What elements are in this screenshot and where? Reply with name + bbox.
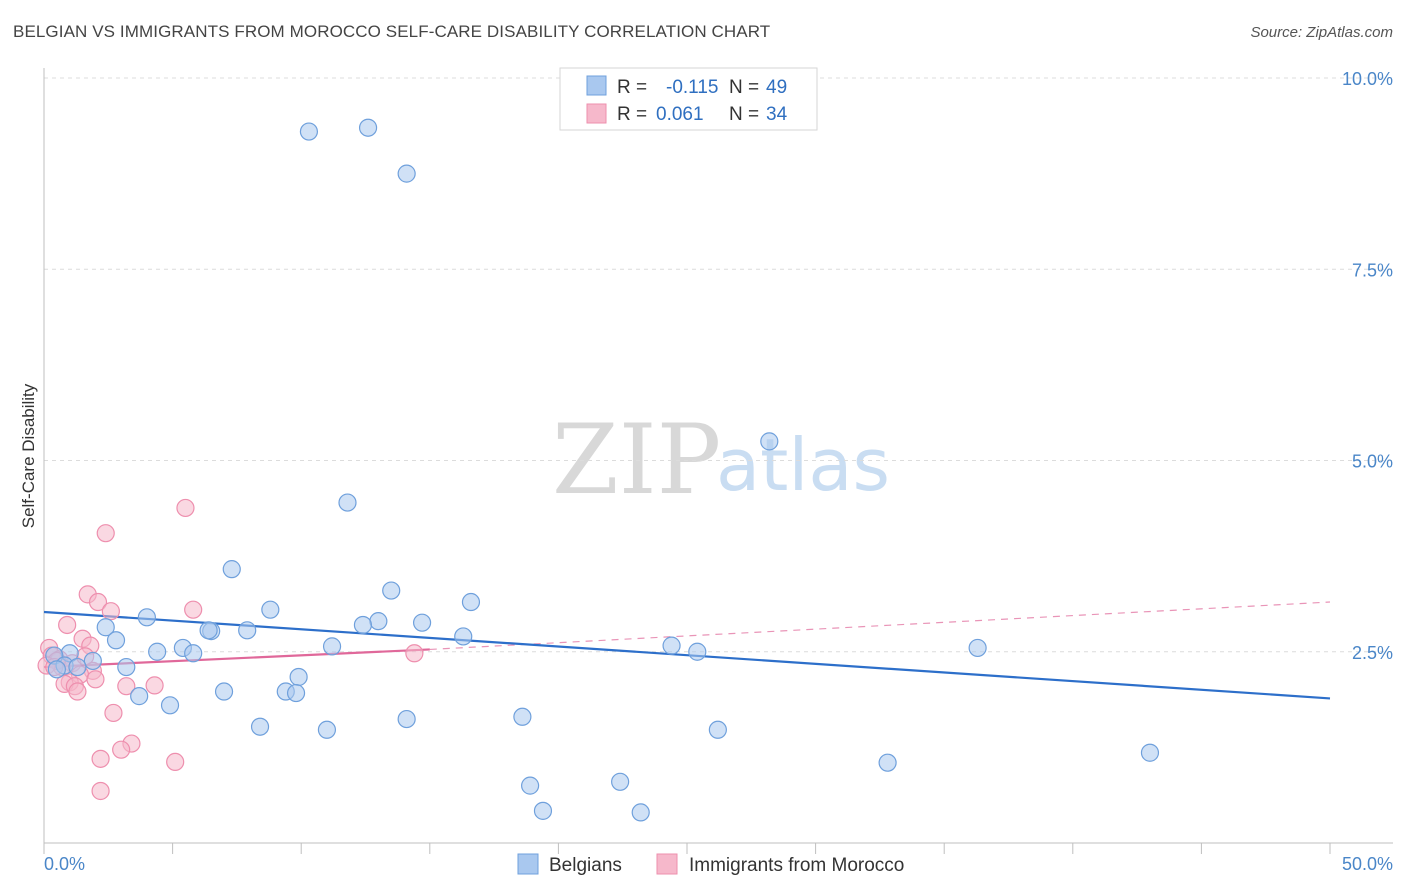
morocco-n-label: N = [729,104,759,125]
belgian-point [299,122,319,141]
morocco-point [405,644,424,663]
morocco-swatch [586,103,607,124]
belgian-r-value: -0.115 [666,77,718,98]
belgian-point [688,642,707,661]
morocco-n-value: 34 [766,104,788,125]
watermark-atlas: atlas [716,423,890,507]
series-legend: Belgians Immigrants from Morocco [517,853,904,876]
belgian-point [137,608,156,627]
belgian-point [322,637,342,656]
belgian-point [358,118,378,137]
belgian-point [106,631,126,650]
morocco-point [184,600,203,619]
y-tick-label: 2.5% [1352,643,1393,663]
morocco-point [68,682,87,701]
belgian-point [47,660,66,679]
belgian-n-label: N = [729,77,759,98]
belgian-point [353,615,373,635]
x-tick-label-max: 50.0% [1342,854,1393,874]
belgian-point [454,627,473,646]
morocco-point [166,752,185,772]
chart-title: BELGIAN VS IMMIGRANTS FROM MOROCCO SELF-… [13,22,771,41]
axes [43,68,1393,854]
morocco-point [104,703,123,723]
morocco-r-value: 0.061 [656,104,704,125]
morocco-trend-extension [429,601,1331,651]
belgian-point [461,592,481,612]
belgian-point [338,493,357,512]
morocco-point [58,615,77,635]
belgian-point [286,683,306,703]
morocco-points [37,498,424,801]
belgian-trend-line [43,610,1331,700]
belgian-point [1140,743,1160,762]
x-tick-label-min: 0.0% [44,854,85,874]
belgian-r-label: R = [617,77,647,98]
y-tick-label: 5.0% [1352,452,1393,472]
source-credit: Source: ZipAtlas.com [1250,24,1393,41]
belgian-points [45,118,1160,822]
belgian-point [878,753,897,772]
belgian-point [96,618,115,637]
belgian-point [238,621,257,640]
belgian-point [397,709,416,729]
belgian-point [760,432,779,451]
belgian-point [533,801,553,820]
stats-legend: R = -0.115 N = 49 R = 0.061 N = 34 [559,67,818,131]
morocco-point [91,781,110,801]
belgian-point [631,803,650,822]
legend-belgians-swatch [517,853,539,875]
belgian-point [160,696,180,715]
belgian-point [148,642,167,661]
morocco-point [112,740,131,759]
belgian-n-value: 49 [766,77,787,98]
belgian-point [199,621,218,640]
belgian-point [521,776,540,795]
morocco-point [145,676,164,695]
belgian-point [130,687,149,706]
morocco-point [96,524,115,543]
belgian-point [250,717,270,736]
belgian-point [214,682,234,701]
belgian-point [513,707,532,726]
belgian-point [184,644,203,663]
morocco-point [101,602,120,621]
belgian-swatch [586,75,607,96]
morocco-point [88,592,108,612]
legend-morocco-swatch [656,853,678,875]
belgian-point [382,581,401,600]
belgian-point [611,772,630,791]
morocco-point [86,670,105,689]
morocco-point [176,498,195,518]
morocco-point [91,749,110,768]
y-tick-label: 10.0% [1342,69,1393,89]
belgian-point [117,657,136,677]
belgian-point [68,657,87,677]
belgian-point [83,651,102,671]
belgian-point [662,636,681,655]
belgian-point [968,638,987,658]
y-axis-title: Self-Care Disability [19,383,38,528]
belgian-point [289,667,308,687]
legend-morocco-label: Immigrants from Morocco [689,855,904,876]
belgian-point [261,600,280,619]
y-tick-label: 7.5% [1352,260,1393,280]
trend-lines [43,601,1331,700]
belgian-point [708,720,727,739]
gridlines: 2.5% 5.0% 7.5% 10.0% [44,69,1393,663]
morocco-point [117,677,136,696]
belgian-point [317,720,337,739]
belgian-point [369,612,388,631]
belgian-point [222,560,241,579]
belgian-point [397,164,416,183]
morocco-r-label: R = [617,104,647,125]
belgian-point [412,613,432,632]
legend-belgians-label: Belgians [549,855,622,876]
morocco-trend-line [43,648,430,669]
